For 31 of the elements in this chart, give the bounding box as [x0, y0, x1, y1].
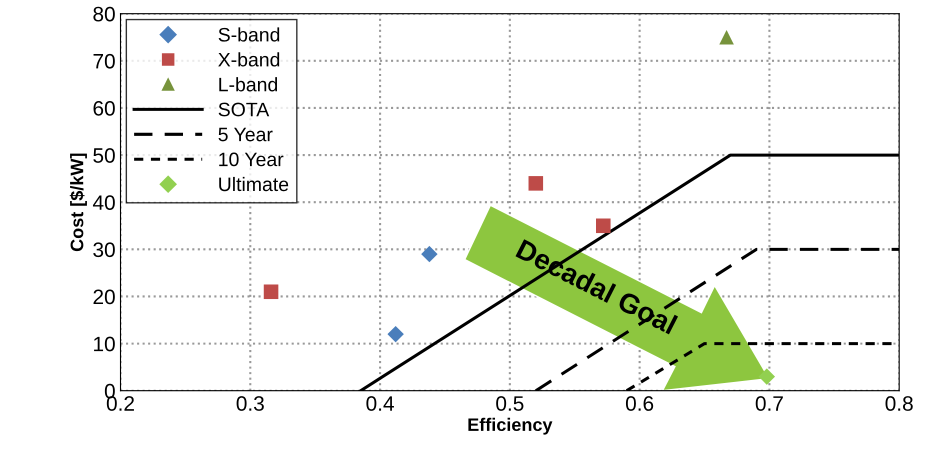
point: [596, 218, 611, 234]
legend-label: L-band: [219, 77, 278, 92]
legend-label: 10 Year: [219, 152, 284, 166]
x-tick-label: 0.3: [236, 396, 264, 411]
legend-label: X-band: [218, 52, 280, 67]
y-tick-label: 30: [93, 242, 115, 258]
x-tick-label: 0.6: [626, 396, 654, 411]
y-tick-label: 80: [93, 6, 115, 22]
point: [528, 176, 544, 191]
y-tick-label: 40: [92, 195, 115, 210]
point: [758, 368, 776, 385]
y-tick-label: 10: [94, 336, 115, 352]
x-axis-title: Efficiency: [468, 418, 552, 435]
y-axis-title: Cost [$/kW]: [70, 154, 87, 252]
legend-label: 5 Year: [218, 128, 273, 142]
y-tick-label: 20: [94, 289, 115, 304]
y-tick-label: 70: [94, 54, 115, 69]
legend-label: Ultimate: [219, 176, 288, 192]
x-tick-label: 0.4: [366, 396, 394, 411]
point: [387, 326, 404, 342]
legend-label: SOTA: [218, 102, 270, 116]
y-tick-label: 50: [93, 148, 115, 163]
y-tick-label: 60: [94, 100, 115, 116]
x-tick-label: 0.5: [496, 396, 524, 411]
point: [719, 30, 734, 45]
x-tick-label: 0.2: [106, 396, 134, 411]
x-tick-label: 0.7: [756, 396, 783, 411]
legend-label: S-band: [218, 27, 280, 42]
point: [264, 284, 278, 300]
x-tick-label: 0.8: [886, 396, 913, 411]
point: [421, 246, 438, 262]
